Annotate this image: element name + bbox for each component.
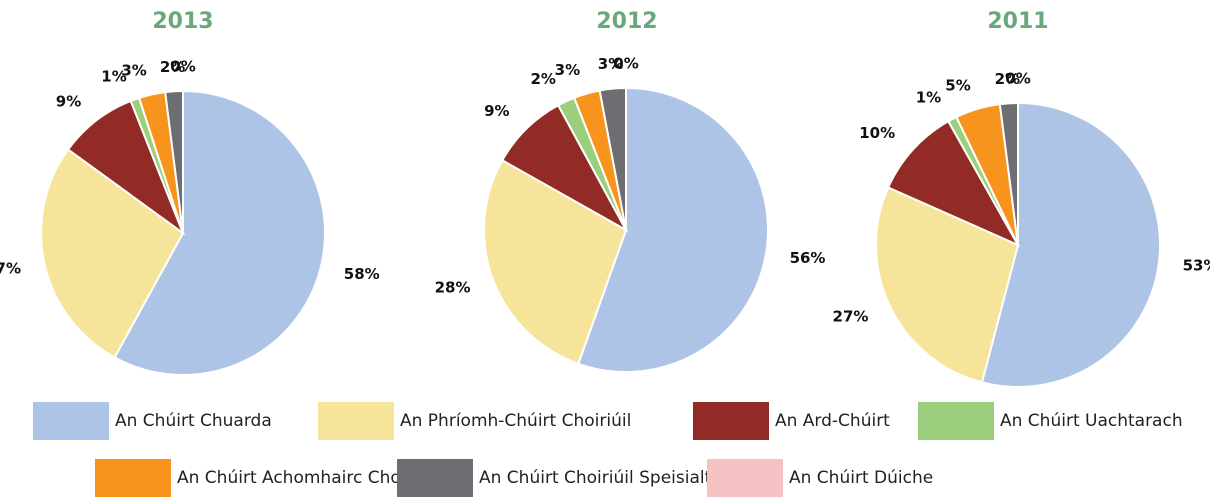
data-label: 9% [56,92,81,110]
legend-label: An Chúirt Dúiche [789,468,933,488]
data-label: 56% [790,249,826,267]
pie-slice [66,99,186,236]
pie-slice [113,89,326,376]
legend-swatch [33,402,109,440]
legend-swatch [397,459,473,497]
legend-swatch [318,402,394,440]
data-label: 5% [945,76,970,94]
legend-label: An Phríomh-Chúirt Choiriúil [400,411,631,431]
data-label: 0% [613,55,638,73]
legend-swatch [918,402,994,440]
legend-label: An Chúirt Chuarda [115,411,272,431]
pie-slice [980,101,1161,388]
data-label: 27% [833,308,869,326]
data-label: 2% [160,58,185,76]
legend-label: An Chúirt Uachtarach [1000,411,1183,431]
pie-slice [577,86,769,373]
pie-slice [483,158,628,366]
legend-swatch [693,402,769,440]
data-label: 27% [0,260,21,278]
data-label: 0% [1005,70,1030,88]
data-label: 58% [344,265,380,283]
data-label: 3% [121,61,146,79]
legend-label: An Ard-Chúirt [775,411,890,431]
pie-slice [886,119,1021,248]
legend-swatch [707,459,783,497]
data-label: 2% [995,70,1020,88]
data-label: 9% [484,102,509,120]
data-label: 0% [170,58,195,76]
legend-swatch [95,459,171,497]
data-label: 1% [101,67,126,85]
data-label: 10% [859,124,895,142]
data-label: 28% [435,279,471,297]
data-label: 53% [1183,257,1210,275]
chart-title: 2013 [152,9,213,34]
pie-slice [875,186,1020,384]
data-label: 1% [916,88,941,106]
data-label: 2% [531,70,556,88]
data-label: 3% [555,61,580,79]
pie-slice [40,148,185,359]
data-label: 3% [598,55,623,73]
chart-title: 2012 [596,9,657,34]
legend-label: An Chúirt Choiriúil Speisialta [479,468,722,488]
legend-label: An Chúirt Achomhairc Choiriúil [177,468,437,488]
chart-title: 2011 [987,9,1048,34]
pie-slice [500,103,629,233]
